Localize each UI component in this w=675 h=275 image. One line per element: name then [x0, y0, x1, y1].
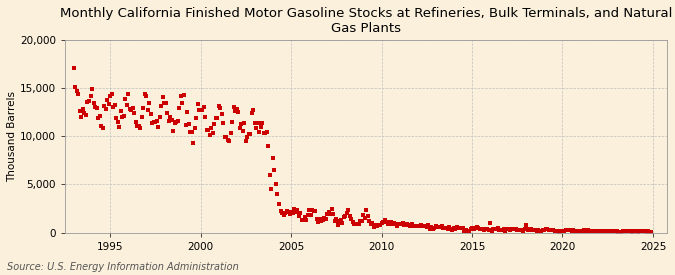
Y-axis label: Thousand Barrels: Thousand Barrels: [7, 91, 17, 182]
Title: Monthly California Finished Motor Gasoline Stocks at Refineries, Bulk Terminals,: Monthly California Finished Motor Gasoli…: [60, 7, 672, 35]
Text: Source: U.S. Energy Information Administration: Source: U.S. Energy Information Administ…: [7, 262, 238, 272]
